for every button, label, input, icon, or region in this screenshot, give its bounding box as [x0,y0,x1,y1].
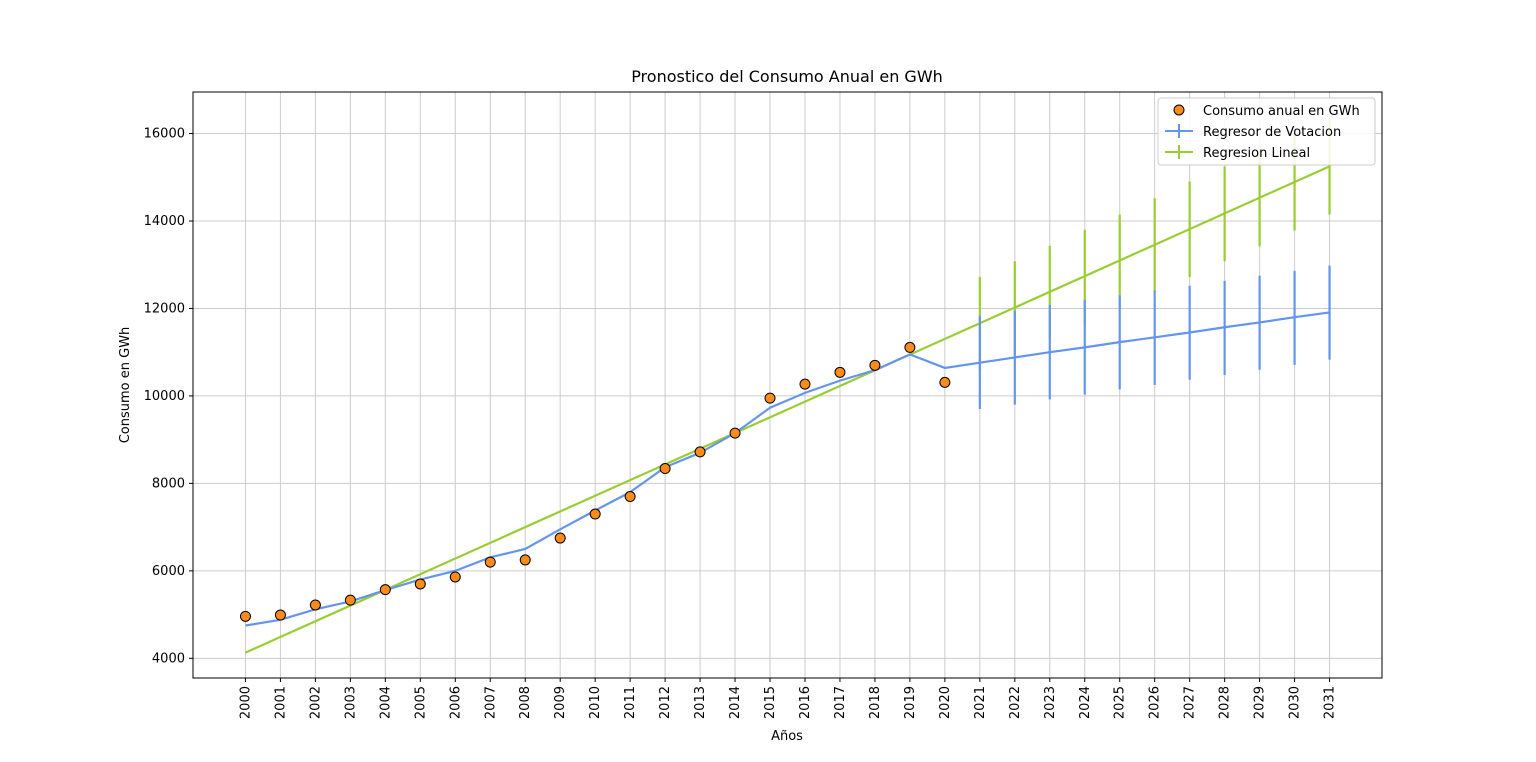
y-tick-label: 10000 [144,389,185,404]
grid [193,92,1382,678]
consumo-point [414,578,426,590]
x-tick-label: 2002 [308,686,323,719]
legend-box [1157,97,1376,166]
y-tick-label: 4000 [152,651,185,666]
consumo-point [729,427,741,439]
regresor-votacion-series [245,265,1331,627]
x-tick-label: 2022 [1008,686,1023,719]
x-tick-label: 2024 [1078,686,1093,719]
legend-label-lineal: Regresion Lineal [1203,146,1310,161]
consumo-point [344,594,356,606]
legend-label-consumo: Consumo anual en GWh [1203,104,1360,119]
y-axis-label: Consumo en GWh [118,327,133,444]
y-axis-ticks: 4000 6000 8000 10000 12000 14000 16000 [144,127,193,666]
consumo-scatter-series [239,341,951,622]
x-tick-label: 2029 [1253,686,1268,719]
legend-label-votacion: Regresor de Votacion [1203,125,1341,140]
consumo-point [589,508,601,520]
x-tick-label: 2030 [1288,686,1303,719]
x-tick-label: 2000 [238,686,253,719]
consumo-point [484,556,496,568]
consumo-point [624,491,636,503]
x-tick-label: 2007 [483,686,498,719]
consumo-point [799,378,811,390]
regresor-votacion-line [245,311,1330,627]
consumo-point [939,376,951,388]
regresion-lineal-line [245,165,1330,654]
x-tick-label: 2020 [938,686,953,719]
y-tick-label: 12000 [144,301,185,316]
x-tick-label: 2011 [623,686,638,719]
regresion-lineal-series [245,119,1331,654]
consumo-point [274,609,286,621]
consumo-point [379,584,391,596]
x-tick-label: 2014 [728,686,743,719]
x-axis-ticks: 2000 2001 2002 2003 2004 2005 2006 2007 2008 2009… [238,678,1338,719]
x-tick-label: 2026 [1148,686,1163,719]
x-tick-label: 2018 [868,686,883,719]
y-tick-label: 8000 [152,476,185,491]
x-tick-label: 2023 [1043,686,1058,719]
consumo-point [869,359,881,371]
y-tick-label: 16000 [144,127,185,142]
x-tick-label: 2005 [413,686,428,719]
consumo-point [659,463,671,475]
consumo-point [309,599,321,611]
x-tick-label: 2006 [448,686,463,719]
x-tick-label: 2021 [973,686,988,719]
x-tick-label: 2017 [833,686,848,719]
x-tick-label: 2010 [588,686,603,719]
x-axis-label: Años [771,729,803,744]
x-tick-label: 2013 [693,686,708,719]
x-tick-label: 2031 [1323,686,1338,719]
consumo-point [519,554,531,566]
chart-title: Pronostico del Consumo Anual en GWh [631,67,943,86]
consumo-point [449,571,461,583]
consumo-point [834,366,846,378]
legend: Consumo anual en GWh Regresor de Votacio… [1157,97,1376,166]
x-tick-label: 2025 [1113,686,1128,719]
x-tick-label: 2012 [658,686,673,719]
x-tick-label: 2015 [763,686,778,719]
x-tick-label: 2003 [343,686,358,719]
consumo-point [239,610,251,622]
x-tick-label: 2001 [273,686,288,719]
x-tick-label: 2027 [1183,686,1198,719]
consumo-point [764,392,776,404]
x-tick-label: 2028 [1218,686,1233,719]
x-tick-label: 2009 [553,686,568,719]
legend-marker-consumo [1173,104,1185,116]
consumo-point [694,446,706,458]
x-tick-label: 2008 [518,686,533,719]
y-tick-label: 6000 [152,564,185,579]
x-tick-label: 2016 [798,686,813,719]
x-tick-label: 2004 [378,686,393,719]
plot-area-frame [192,91,1383,679]
y-tick-label: 14000 [144,214,185,229]
consumo-point [554,532,566,544]
consumo-point [904,341,916,353]
x-tick-label: 2019 [903,686,918,719]
